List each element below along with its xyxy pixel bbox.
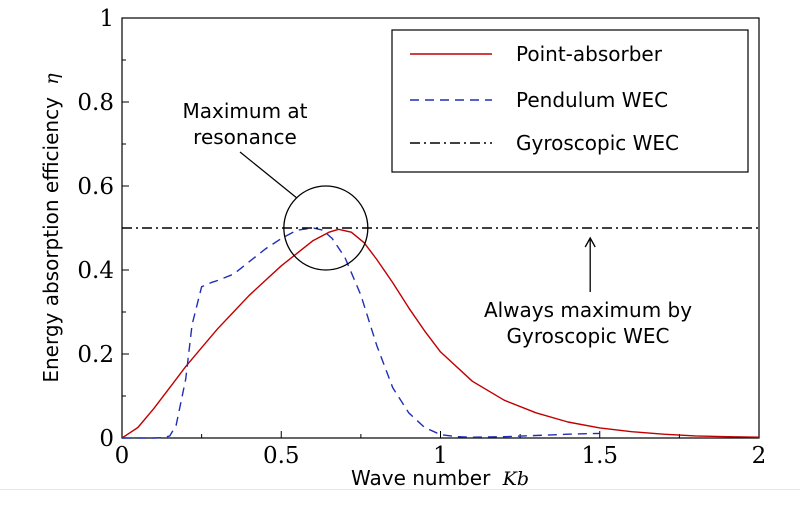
x-tick-label-1: 0.5 bbox=[263, 443, 300, 469]
y-tick-label-3: 0.6 bbox=[77, 174, 114, 200]
always-max-arrow-head bbox=[584, 236, 596, 248]
series-line-pendulum-wec bbox=[122, 227, 600, 439]
series-line-point-absorber bbox=[121, 228, 760, 439]
y-tick-label-5: 1 bbox=[99, 6, 114, 32]
bottom-divider bbox=[0, 489, 800, 490]
y-tick-label-2: 0.4 bbox=[77, 258, 114, 284]
x-tick-label-2: 1 bbox=[433, 443, 448, 469]
x-tick-label-4: 2 bbox=[752, 443, 767, 469]
y-axis-title-text: Energy absorption efficiency bbox=[39, 97, 63, 383]
y-tick-label-1: 0.2 bbox=[77, 342, 114, 368]
x-axis-title: Wave number Kb bbox=[351, 466, 529, 490]
legend-label-gyroscopic-wec: Gyroscopic WEC bbox=[516, 131, 679, 155]
always-max-text-line-2: Gyroscopic WEC bbox=[507, 324, 670, 348]
legend-label-point-absorber: Point-absorber bbox=[516, 42, 663, 66]
resonance-annotation: Maximum at resonance bbox=[183, 99, 369, 271]
x-axis-title-symbol: Kb bbox=[502, 468, 529, 490]
x-axis-title-text: Wave number bbox=[351, 466, 491, 490]
y-axis-title-symbol: η bbox=[41, 73, 63, 85]
axis-ticks: 0 0.5 1 1.5 2 0 0.2 0.4 0.6 0.8 1 bbox=[77, 6, 766, 469]
series-layer bbox=[121, 227, 760, 439]
resonance-text-line-1: Maximum at bbox=[183, 99, 308, 123]
always-max-annotation: Always maximum by Gyroscopic WEC bbox=[484, 236, 692, 348]
legend: Point-absorber Pendulum WEC Gyroscopic W… bbox=[391, 29, 749, 173]
resonance-leader-line bbox=[239, 151, 298, 199]
y-tick-label-4: 0.8 bbox=[77, 90, 114, 116]
y-axis-title: Energy absorption efficiency η bbox=[39, 73, 63, 383]
always-max-text-line-1: Always maximum by bbox=[484, 298, 692, 322]
x-tick-label-3: 1.5 bbox=[581, 443, 618, 469]
resonance-text-line-2: resonance bbox=[193, 125, 297, 149]
x-tick-label-0: 0 bbox=[115, 443, 130, 469]
y-tick-label-0: 0 bbox=[99, 426, 114, 452]
resonance-circle bbox=[283, 185, 369, 271]
legend-label-pendulum-wec: Pendulum WEC bbox=[516, 88, 668, 112]
